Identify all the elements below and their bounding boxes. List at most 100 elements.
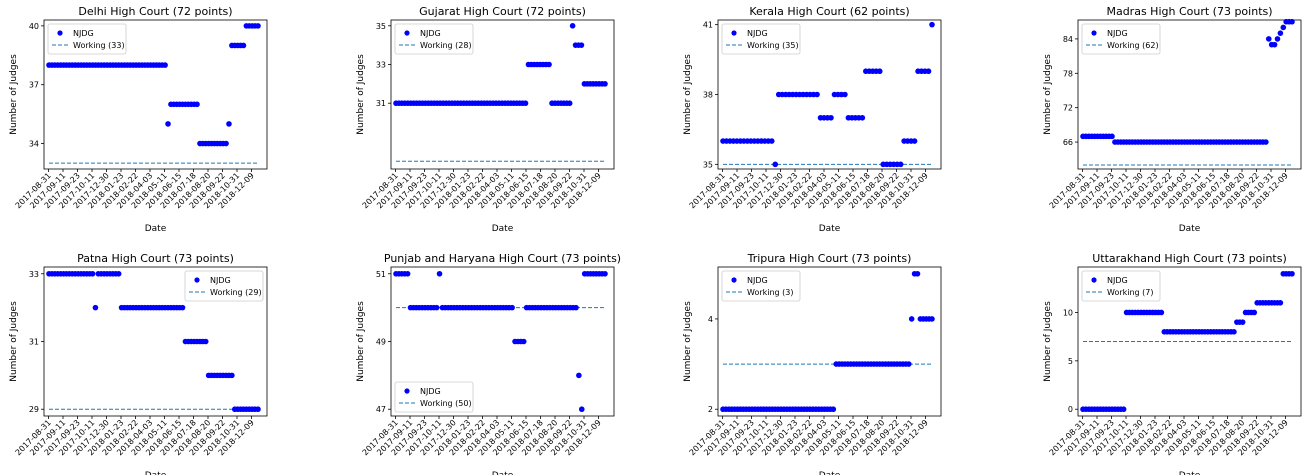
data-point (165, 121, 171, 127)
y-tick-label: 47 (376, 405, 386, 414)
chart-panel-5: Punjab and Haryana High Court (73 points… (356, 252, 621, 475)
y-tick-label: 0 (1068, 405, 1073, 414)
y-axis-label: Number of Judges (356, 301, 366, 382)
legend-label-njdg: NJDG (1107, 276, 1128, 285)
data-point (1274, 36, 1281, 42)
legend-label-njdg: NJDG (747, 29, 768, 38)
data-point (929, 21, 935, 28)
legend-label-working: Working (3) (747, 288, 794, 297)
data-point (1109, 133, 1115, 140)
legend-label-working: Working (35) (747, 41, 799, 50)
legend: NJDG Working (33) (47, 23, 127, 55)
y-tick-label: 5 (1068, 357, 1073, 366)
data-point (229, 372, 235, 379)
data-point (859, 114, 866, 121)
legend: NJDG Working (28) (394, 23, 474, 55)
legend-box (184, 270, 264, 302)
legend: NJDG Working (62) (1081, 23, 1161, 55)
legend: NJDG Working (29) (184, 270, 264, 302)
data-point (573, 304, 579, 311)
legend-marker (194, 277, 200, 283)
legend-marker (731, 30, 737, 36)
data-point (1120, 406, 1127, 413)
chart-panel-0: Delhi High Court (72 points)2017-08-3120… (9, 5, 268, 234)
y-tick-label: 51 (376, 270, 386, 279)
legend-marker (731, 277, 737, 283)
legend-label-working: Working (50) (420, 399, 472, 408)
x-axis-label: Date (1179, 224, 1201, 234)
data-point (602, 270, 608, 277)
y-tick-label: 31 (29, 338, 39, 347)
data-point (1277, 30, 1284, 36)
y-axis-label: Number of Judges (683, 54, 693, 135)
data-point (509, 304, 515, 311)
data-point (876, 68, 883, 75)
data-point (1289, 270, 1295, 277)
y-tick-label: 35 (703, 160, 713, 169)
legend-label-working: Working (33) (73, 41, 125, 50)
data-point (255, 406, 261, 413)
data-point (842, 91, 848, 98)
data-point (240, 42, 247, 49)
data-point (814, 91, 820, 98)
chart-title: Uttarakhand High Court (73 points) (1092, 252, 1287, 265)
y-axis-label: Number of Judges (1043, 54, 1053, 135)
legend-box (721, 270, 801, 302)
data-point (162, 62, 168, 68)
chart-panel-3: Madras High Court (73 points)2017-08-312… (1043, 5, 1302, 234)
data-point (1263, 139, 1269, 145)
data-point (522, 100, 529, 107)
y-tick-label: 49 (376, 338, 386, 347)
data-point (255, 23, 261, 29)
y-axis-label: Number of Judges (1043, 301, 1053, 382)
data-point (768, 138, 775, 144)
data-point (92, 304, 99, 311)
y-tick-label: 78 (1063, 69, 1073, 78)
y-tick-label: 29 (29, 405, 39, 414)
data-point (929, 316, 935, 322)
data-point (830, 406, 837, 413)
data-point (1251, 309, 1258, 316)
data-point (569, 23, 576, 29)
data-point (1265, 36, 1272, 42)
data-point (520, 338, 527, 345)
y-tick-label: 40 (29, 22, 39, 31)
legend-marker (404, 388, 410, 394)
legend-box (394, 23, 474, 55)
legend: NJDG Working (50) (394, 381, 474, 413)
legend-box (47, 23, 127, 55)
legend-box (1081, 23, 1161, 55)
y-tick-label: 31 (376, 99, 386, 108)
y-axis-label: Number of Judges (9, 54, 19, 135)
data-point (546, 61, 552, 68)
y-tick-label: 72 (1063, 104, 1073, 113)
y-tick-label: 33 (29, 270, 39, 279)
y-tick-label: 10 (1063, 308, 1073, 317)
data-point (1158, 309, 1165, 316)
legend-label-njdg: NJDG (747, 276, 768, 285)
legend-label-njdg: NJDG (73, 29, 94, 38)
legend: NJDG Working (35) (721, 23, 801, 55)
legend-marker (57, 30, 63, 36)
legend-label-njdg: NJDG (420, 29, 441, 38)
y-axis-label: Number of Judges (356, 54, 366, 135)
y-tick-label: 37 (29, 81, 39, 90)
data-point (578, 42, 585, 48)
chart-title: Tripura High Court (73 points) (747, 252, 912, 265)
data-point (115, 270, 122, 277)
x-axis-label: Date (492, 224, 514, 234)
x-axis-label: Date (145, 224, 167, 234)
x-axis-label: Date (145, 471, 167, 475)
legend-box (1081, 270, 1161, 302)
data-point (897, 161, 904, 168)
y-axis-label: Number of Judges (683, 301, 693, 382)
data-point (578, 406, 585, 413)
chart-title: Punjab and Haryana High Court (73 points… (384, 252, 621, 265)
data-point (914, 270, 921, 277)
chart-panel-2: Kerala High Court (62 points)2017-08-312… (683, 5, 942, 234)
chart-title: Gujarat High Court (72 points) (419, 5, 586, 18)
data-point (1231, 329, 1237, 335)
data-point (576, 372, 582, 379)
legend: NJDG Working (3) (721, 270, 801, 302)
x-axis-label: Date (819, 471, 841, 475)
